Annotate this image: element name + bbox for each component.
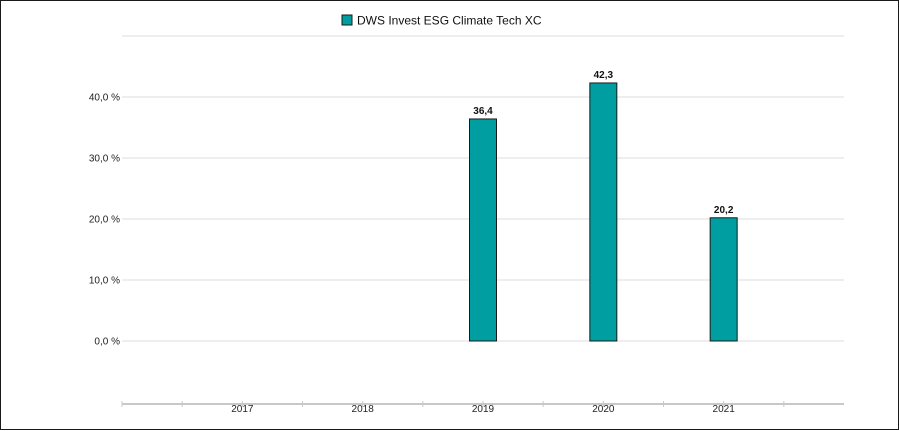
legend-label: DWS Invest ESG Climate Tech XC xyxy=(357,14,542,28)
x-tick-label: 2017 xyxy=(231,404,254,415)
y-tick-label: 20,0 % xyxy=(89,215,120,226)
legend-swatch xyxy=(341,14,353,26)
bar xyxy=(469,118,497,342)
y-tick-label: 0,0 % xyxy=(94,337,120,348)
y-tick-label: 30,0 % xyxy=(89,154,120,165)
legend: DWS Invest ESG Climate Tech XC xyxy=(341,14,542,28)
y-tick-label: 10,0 % xyxy=(89,276,120,287)
x-tick-label: 2021 xyxy=(713,404,736,415)
bars xyxy=(469,82,738,342)
data-label: 42,3 xyxy=(594,70,614,81)
x-axis-tick-labels: 2017 2018 2019 2020 2021 xyxy=(231,404,735,415)
x-axis xyxy=(121,401,844,407)
data-label: 36,4 xyxy=(473,106,493,117)
x-tick-label: 2018 xyxy=(352,404,375,415)
y-tick-label: 40,0 % xyxy=(89,93,120,104)
y-axis-tick-labels: 0,0 % 10,0 % 20,0 % 30,0 % 40,0 % xyxy=(89,93,120,348)
bar xyxy=(709,217,738,342)
x-tick-label: 2020 xyxy=(592,404,615,415)
bar xyxy=(589,82,618,342)
x-tick-label: 2019 xyxy=(472,404,495,415)
data-label: 20,2 xyxy=(714,205,734,216)
data-labels: 36,4 42,3 20,2 xyxy=(473,70,734,216)
